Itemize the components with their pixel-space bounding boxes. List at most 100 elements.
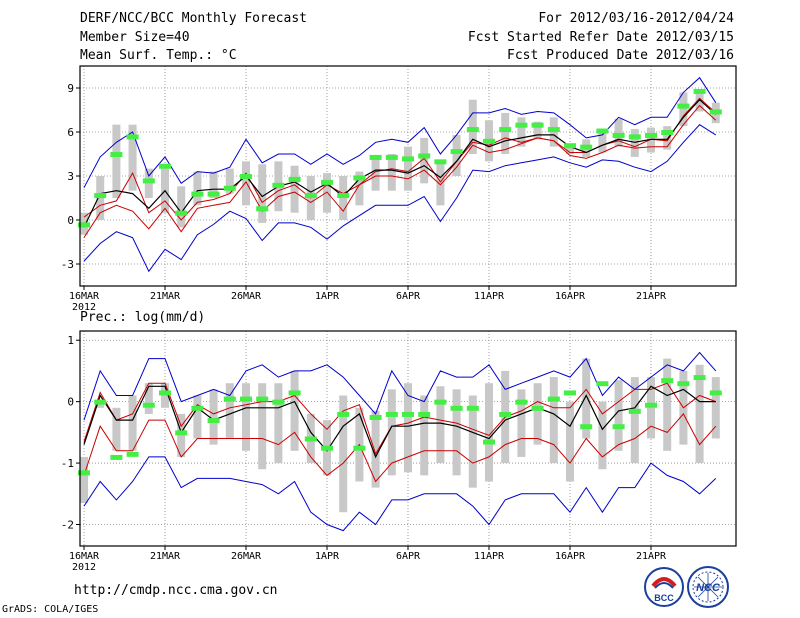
prec-forecast-marker	[499, 411, 512, 417]
prec-ensemble-box	[663, 358, 672, 451]
temp-forecast-marker	[94, 193, 107, 199]
prec-forecast-marker	[369, 415, 382, 420]
prec-ensemble-box	[225, 383, 234, 439]
prec-forecast-marker	[159, 390, 171, 396]
prec-ensemble-box	[647, 377, 655, 439]
temp-forecast-marker	[240, 174, 252, 179]
member-size: Member Size=40	[80, 30, 190, 45]
temp-forecast-marker	[580, 144, 593, 150]
prec-ytick-label: -2	[61, 519, 74, 532]
temp-ensemble-box	[647, 127, 655, 153]
fcst-produced-date: Fcst Produced Date 2012/03/16	[507, 48, 734, 63]
temp-forecast-marker	[564, 143, 576, 149]
prec-forecast-marker	[709, 390, 722, 396]
prec-forecast-marker	[596, 381, 609, 387]
temp-forecast-marker	[385, 154, 398, 160]
temp-year-label: 2012	[72, 302, 96, 313]
temp-forecast-marker	[337, 193, 350, 199]
prec-forecast-marker	[223, 396, 236, 402]
temp-forecast-marker	[515, 122, 528, 128]
temp-ensemble-box	[258, 164, 267, 223]
temp-ensemble-box	[355, 171, 364, 206]
prec-ytick-label: 0	[67, 396, 74, 409]
temp-forecast-marker	[321, 179, 333, 185]
temp-ytick-label: 0	[67, 214, 74, 227]
temp-forecast-marker	[450, 149, 463, 155]
prec-forecast-marker	[402, 411, 414, 417]
temp-forecast-marker	[612, 132, 625, 138]
prec-forecast-marker	[94, 399, 107, 405]
temp-ensemble-box	[387, 154, 396, 191]
temp-forecast-marker	[256, 206, 269, 212]
prec-ensemble-box	[274, 383, 283, 464]
temp-ensemble-box	[566, 143, 574, 154]
temp-ensemble-box	[112, 124, 121, 198]
prec-ensemble-box	[339, 395, 348, 513]
prec-ensemble-box	[468, 395, 477, 488]
prec-xtick-label: 11APR	[474, 551, 505, 562]
forecast-period: For 2012/03/16-2012/04/24	[538, 11, 734, 26]
temp-lower-spread-line	[83, 104, 717, 238]
bcc-logo-text: BCC	[654, 593, 674, 603]
prec-forecast-marker	[418, 411, 431, 417]
prec-ensemble-box	[177, 413, 186, 457]
prec-forecast-marker	[126, 451, 139, 457]
prec-forecast-marker	[304, 436, 317, 442]
prec-ensemble-box	[80, 456, 88, 503]
temp-xtick-label: 21MAR	[150, 291, 181, 302]
temp-xtick-label: 16APR	[555, 291, 586, 302]
temp-forecast-marker	[483, 138, 495, 144]
prec-xtick-label: 6APR	[396, 551, 421, 562]
variable-label-temp: Mean Surf. Temp.: °C	[80, 48, 237, 63]
fcst-started-date: Fcst Started Refer Date 2012/03/15	[467, 30, 734, 45]
temp-ensemble-box	[420, 137, 429, 184]
prec-xtick-label: 26MAR	[231, 551, 262, 562]
prec-plot-frame	[79, 330, 737, 547]
prec-ytick-label: 1	[67, 334, 74, 347]
prec-forecast-marker	[288, 390, 301, 396]
prec-ensemble-box	[436, 386, 445, 464]
temp-ensemble-box	[225, 168, 234, 194]
temp-mean-line	[83, 98, 717, 228]
prec-ensemble-box	[695, 364, 704, 464]
prec-forecast-marker	[466, 405, 479, 411]
prec-ensemble-box	[630, 377, 639, 464]
temp-ensemble-box	[501, 112, 510, 154]
temp-ensemble-box	[614, 118, 623, 147]
temp-ensemble-box	[242, 161, 250, 206]
temp-xtick-label: 26MAR	[231, 291, 262, 302]
prec-forecast-marker	[207, 418, 220, 424]
bcc-logo: BCC	[644, 567, 684, 607]
temp-ensemble-box	[468, 99, 477, 154]
temp-max-line	[83, 76, 717, 188]
prec-ensemble-box	[193, 395, 202, 439]
prec-forecast-marker	[321, 445, 333, 451]
prec-forecast-marker	[661, 378, 674, 384]
prec-forecast-marker	[628, 408, 641, 414]
temp-forecast-marker	[628, 134, 641, 140]
temp-forecast-marker	[175, 210, 188, 216]
temp-xtick-label: 11APR	[474, 291, 505, 302]
prec-forecast-marker	[547, 396, 560, 402]
footer-url[interactable]: http://cmdp.ncc.cma.gov.cn	[74, 583, 278, 598]
temp-forecast-marker	[661, 130, 674, 135]
prec-forecast-marker	[353, 445, 366, 451]
prec-forecast-marker	[515, 399, 528, 405]
variable-label-prec: Prec.: log(mm/d)	[80, 310, 206, 325]
prec-ensemble-box	[582, 358, 591, 439]
prec-forecast-marker	[385, 411, 398, 417]
temp-forecast-marker	[418, 153, 431, 159]
prec-forecast-marker	[110, 454, 123, 460]
prec-forecast-marker	[240, 396, 252, 402]
prec-forecast-marker	[256, 396, 269, 402]
prec-xtick-label: 21APR	[636, 551, 667, 562]
prec-upper-spread-line	[83, 382, 716, 456]
temp-forecast-marker	[207, 191, 220, 197]
temp-xtick-label: 21APR	[636, 291, 667, 302]
prec-ensemble-box	[161, 383, 169, 408]
prec-ensemble-box	[387, 389, 396, 476]
temp-plot-frame	[79, 65, 737, 287]
prec-forecast-marker	[450, 405, 463, 411]
temp-forecast-marker	[531, 122, 544, 128]
prec-ensemble-box	[420, 395, 429, 476]
